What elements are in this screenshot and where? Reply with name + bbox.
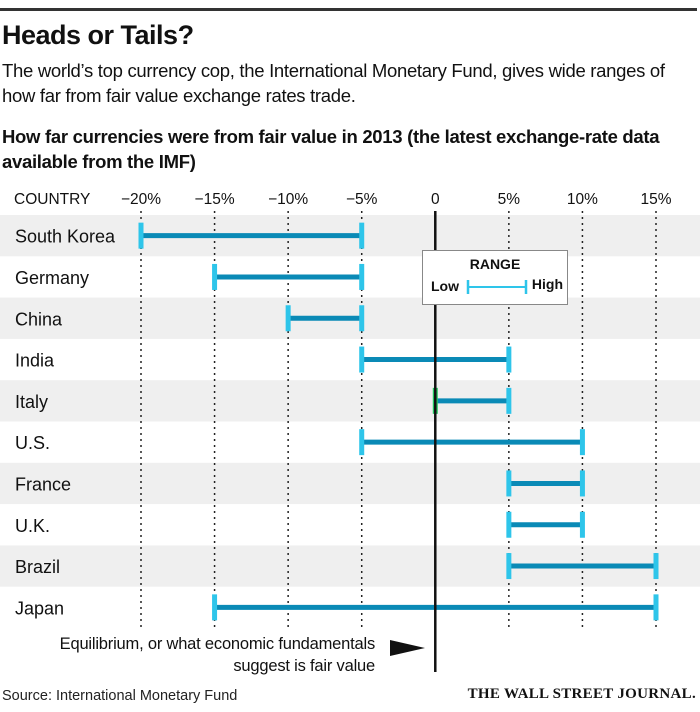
country-label: South Korea [15, 227, 116, 247]
x-tick-label: −10% [268, 191, 308, 208]
page-title: Heads or Tails? [2, 20, 194, 50]
legend-title: RANGE [469, 256, 521, 272]
country-label: Japan [15, 598, 64, 618]
row-band [0, 380, 700, 422]
range-high-cap [359, 305, 365, 332]
x-tick-label: 15% [640, 191, 671, 208]
range-high-cap [359, 222, 365, 249]
subtitle: The world’s top currency cop, the Intern… [2, 60, 665, 106]
equilibrium-annotation: Equilibrium, or what economic fundamenta… [59, 635, 376, 675]
country-label: Germany [15, 268, 89, 288]
country-label: U.K. [15, 516, 50, 536]
country-label: Brazil [15, 557, 60, 577]
range-high-cap [506, 387, 512, 414]
range-high-cap [653, 594, 659, 621]
row-band [0, 462, 700, 505]
publisher-logo: THE WALL STREET JOURNAL. [467, 686, 696, 702]
x-tick-label: 10% [567, 191, 598, 208]
country-label: India [15, 351, 55, 371]
range-high-cap [579, 511, 585, 538]
range-low-cap [506, 470, 512, 497]
range-low-cap [506, 511, 512, 538]
legend-low-label: Low [431, 278, 459, 294]
range-low-cap [285, 305, 291, 332]
legend: RANGE Low High [422, 250, 568, 305]
range-low-cap [138, 222, 144, 249]
range-low-cap [506, 553, 512, 580]
country-label: France [15, 474, 71, 494]
source-note: Source: International Monetary Fund [2, 688, 238, 704]
range-high-cap [579, 470, 585, 497]
range-low-cap [359, 429, 365, 456]
chart-title: How far currencies were from fair value … [2, 126, 660, 172]
range-high-cap [359, 263, 365, 290]
range-high-cap [506, 346, 512, 373]
legend-range-icon [466, 280, 528, 294]
x-tick-label: 0 [431, 191, 440, 208]
category-header: COUNTRY [14, 191, 90, 208]
country-label: China [15, 309, 63, 329]
top-rule [0, 8, 697, 11]
range-low-cap [212, 263, 218, 290]
legend-high-label: High [531, 276, 563, 292]
range-low-cap [359, 346, 365, 373]
country-label: Italy [15, 392, 48, 412]
x-tick-label: 5% [498, 191, 521, 208]
range-high-cap [579, 429, 585, 456]
x-tick-label: −20% [121, 191, 161, 208]
country-label: U.S. [15, 433, 50, 453]
range-high-cap [653, 553, 659, 580]
range-low-cap [212, 594, 218, 621]
x-tick-label: −5% [346, 191, 378, 208]
x-tick-label: −15% [195, 191, 235, 208]
annotation-arrow-icon [390, 640, 425, 656]
